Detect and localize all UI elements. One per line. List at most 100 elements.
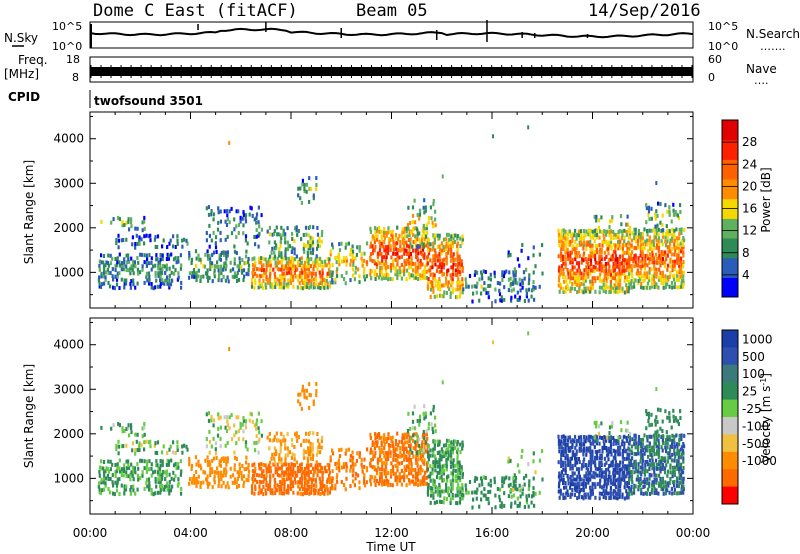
velocity-cell [301, 470, 304, 475]
power-cell [138, 238, 141, 243]
power-cell [156, 257, 159, 262]
power-cell [598, 250, 601, 254]
power-cell [408, 233, 411, 238]
power-cell [123, 257, 126, 262]
power-cell [474, 269, 477, 274]
power-cell [219, 209, 222, 214]
power-cell [595, 232, 598, 237]
power-cell [150, 282, 153, 286]
velocity-cell [265, 483, 268, 488]
power-cell [384, 258, 387, 263]
power-cell [653, 285, 656, 289]
velocity-cell [444, 453, 448, 458]
power-cell [603, 240, 606, 244]
velocity-cell [643, 451, 646, 456]
power-cell [676, 257, 679, 262]
velocity-cell [577, 481, 580, 486]
velocity-cell [559, 491, 562, 496]
velocity-cell [219, 436, 222, 441]
velocity-cell [394, 458, 397, 462]
velocity-cell [609, 439, 612, 444]
velocity-cell [441, 478, 444, 483]
velocity-cell [577, 439, 580, 444]
velocity-cell [669, 477, 672, 481]
power-cell [648, 278, 651, 283]
velocity-cell [507, 459, 510, 464]
power-cell [637, 274, 640, 279]
power-cell [373, 272, 376, 277]
power-cell [105, 260, 108, 265]
power-cell [646, 253, 649, 258]
power-cell [587, 257, 590, 262]
power-cell [673, 273, 676, 278]
power-cell [666, 231, 670, 236]
power-cell [392, 247, 395, 252]
power-cell [409, 237, 412, 242]
power-cell [678, 243, 681, 248]
velocity-cell [608, 439, 611, 444]
velocity-cell [245, 467, 248, 472]
power-cell [297, 193, 300, 198]
velocity-cell [562, 434, 565, 439]
power-cell [516, 298, 519, 302]
power-cell [562, 257, 565, 262]
velocity-cell [438, 485, 441, 490]
power-cell [566, 232, 569, 237]
velocity-cell [663, 466, 667, 471]
velocity-cell [637, 469, 640, 474]
power-cell [429, 287, 433, 292]
velocity-cell [559, 473, 562, 478]
velocity-cell [363, 464, 366, 469]
power-cell [584, 278, 587, 283]
velocity-cell [280, 442, 283, 446]
power-cell [623, 272, 626, 276]
velocity-cell [111, 480, 114, 485]
velocity-cell [337, 458, 340, 463]
power-cell [152, 286, 155, 291]
power-cell [451, 280, 454, 285]
power-cell [263, 270, 266, 275]
power-cell [454, 257, 457, 262]
velocity-cell [130, 430, 133, 435]
velocity-cell [450, 446, 453, 451]
power-cell [114, 264, 117, 269]
velocity-cell [287, 487, 290, 492]
velocity-cell [654, 422, 657, 427]
power-cell [447, 244, 450, 248]
power-cell [356, 245, 359, 250]
velocity-cell [131, 448, 134, 453]
power-cell [376, 237, 379, 242]
power-cell [409, 221, 412, 225]
power-cell [218, 253, 221, 258]
velocity-cell [168, 479, 171, 484]
power-cell [673, 242, 676, 247]
power-cell [574, 282, 577, 287]
velocity-cell [557, 438, 561, 443]
power-cell [233, 244, 236, 249]
power-cell [574, 253, 577, 258]
velocity-cell [268, 438, 271, 443]
power-cell [440, 294, 443, 298]
power-cell [673, 263, 676, 268]
power-cell [180, 285, 183, 290]
velocity-cell [574, 488, 577, 493]
velocity-cell [321, 480, 324, 485]
power-cell [648, 257, 652, 262]
velocity-cell [423, 432, 426, 437]
power-cell [669, 241, 672, 246]
power-cell [369, 268, 372, 273]
power-cell [422, 226, 425, 231]
power-cell [639, 238, 642, 243]
power-cell [605, 254, 608, 259]
velocity-cell [141, 426, 144, 431]
power-cell [407, 258, 410, 263]
velocity-cell [530, 494, 534, 499]
velocity-cell [280, 466, 283, 471]
power-cell [664, 274, 667, 279]
velocity-cell [589, 457, 592, 462]
velocity-cell [282, 477, 285, 482]
power-cell [583, 286, 586, 291]
velocity-cell [507, 494, 510, 499]
noise-sky-line [89, 27, 694, 39]
power-cell [597, 225, 600, 230]
